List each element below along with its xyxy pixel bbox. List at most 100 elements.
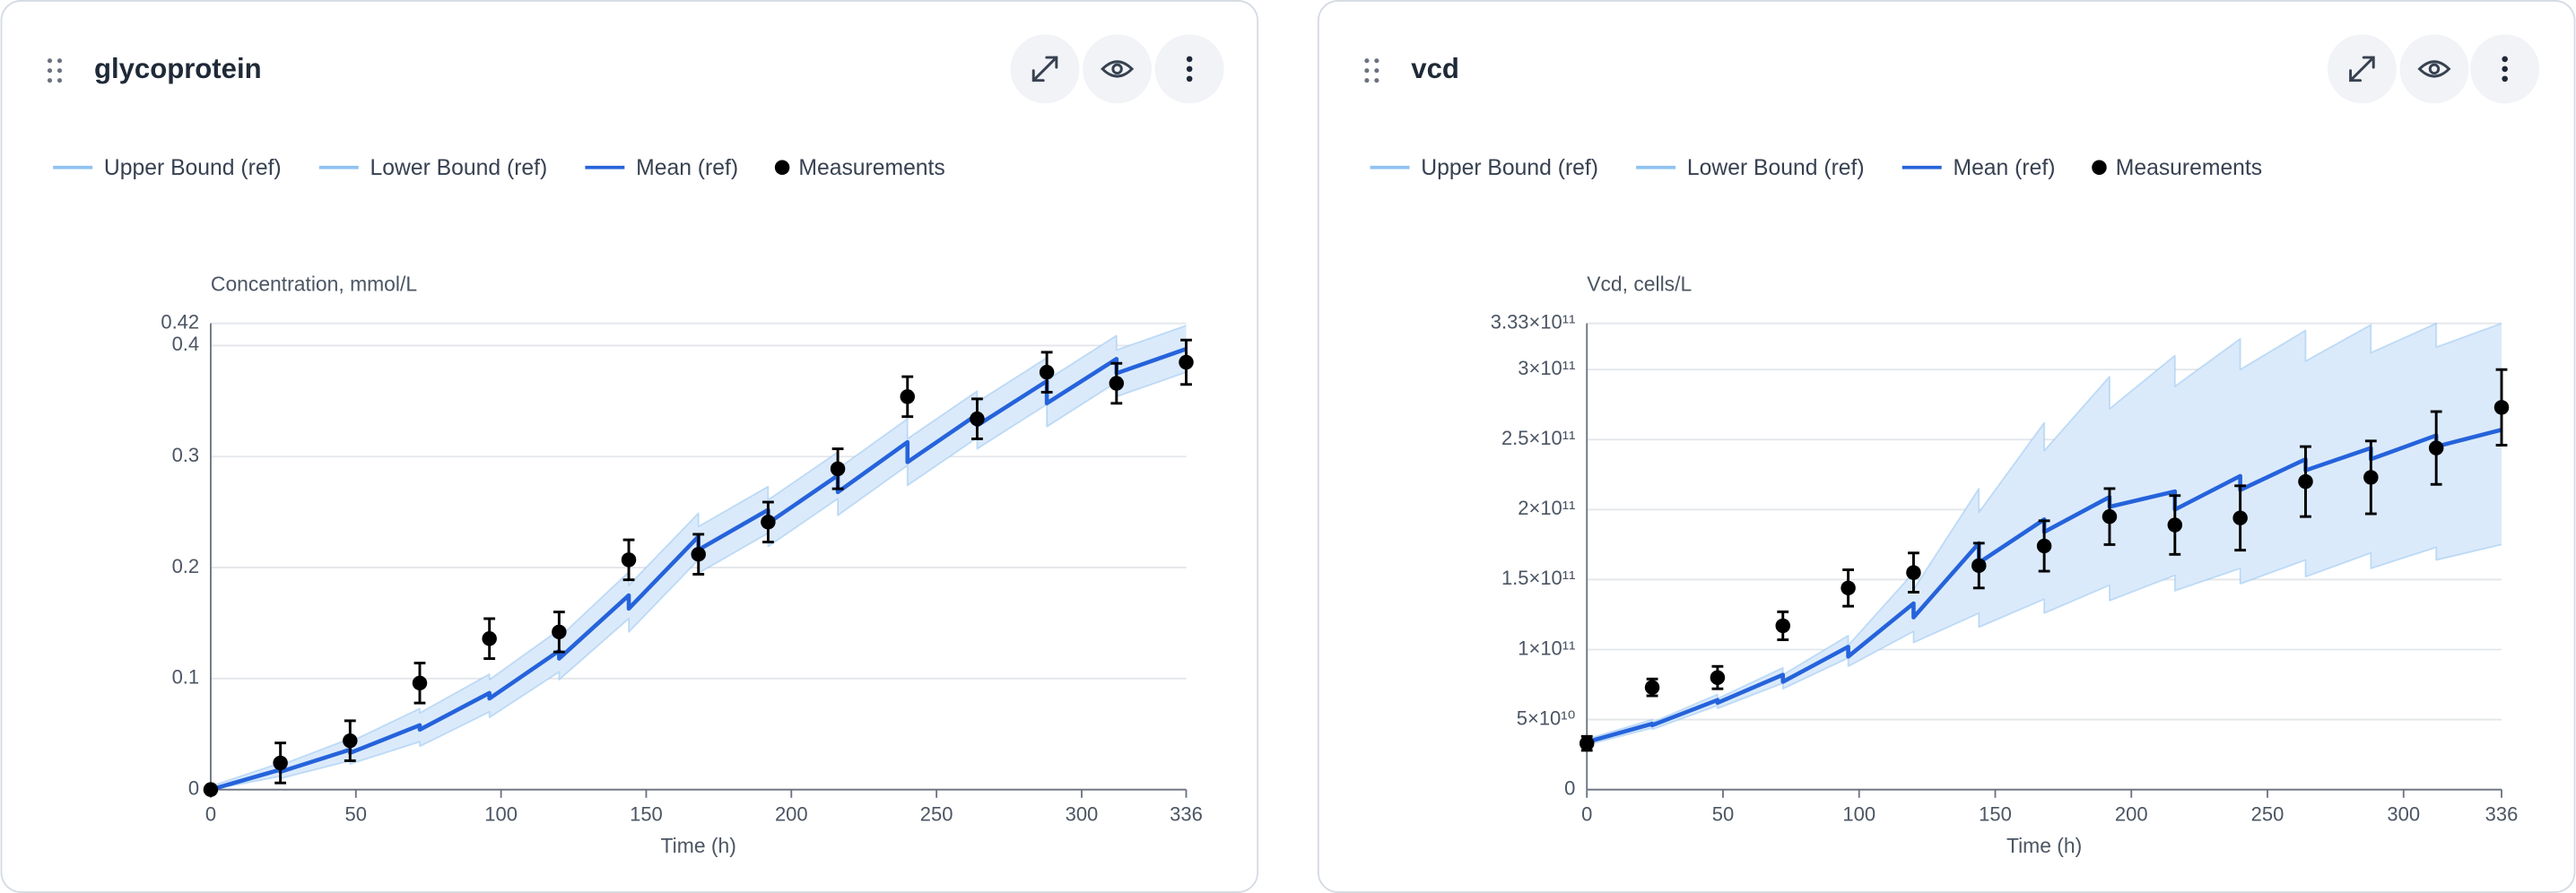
drag-handle[interactable] xyxy=(47,58,63,83)
handle-dot xyxy=(57,58,63,64)
legend-item[interactable]: Lower Bound (ref) xyxy=(1636,156,1865,180)
y-tick-label: 0.4 xyxy=(172,333,200,355)
legend-label: Lower Bound (ref) xyxy=(1687,156,1865,180)
x-tick-label: 336 xyxy=(2485,803,2519,826)
x-tick-label: 150 xyxy=(1979,803,2012,826)
y-axis-title: Concentration, mmol/L xyxy=(211,273,417,296)
legend-item[interactable]: Lower Bound (ref) xyxy=(318,156,548,180)
expand-icon xyxy=(2349,56,2375,82)
measurement-point xyxy=(1710,670,1726,685)
kebab-dot xyxy=(2502,56,2508,63)
measurement-point xyxy=(2036,538,2052,554)
handle-dot xyxy=(47,58,53,64)
measurement-point xyxy=(1039,364,1055,380)
y-tick-label: 0.42 xyxy=(161,310,199,333)
eye-icon xyxy=(1101,60,1135,78)
x-tick-label: 200 xyxy=(2115,803,2148,826)
measurement-point xyxy=(2493,400,2510,415)
y-axis-title: Vcd, cells/L xyxy=(1587,273,1692,296)
legend-item[interactable]: Mean (ref) xyxy=(585,156,738,180)
handle-dot xyxy=(1364,58,1370,64)
y-tick-label: 0 xyxy=(1564,776,1575,799)
legend-label: Lower Bound (ref) xyxy=(370,156,548,180)
measurement-point xyxy=(2102,508,2118,525)
expand-icon xyxy=(1031,56,1058,82)
x-tick-label: 150 xyxy=(630,803,663,826)
chart-card: vcd Upper Bound (ref) Lower Bound (ref) Mea… xyxy=(1317,0,2576,893)
legend-item[interactable]: Measurements xyxy=(774,156,945,180)
more-button[interactable] xyxy=(1154,34,1224,104)
card-title: glycoprotein xyxy=(94,53,262,84)
measurement-point xyxy=(1109,376,1125,391)
x-axis-title: Time (h) xyxy=(2006,834,2082,857)
measurement-point xyxy=(2232,510,2248,525)
measurement-point xyxy=(2298,473,2313,490)
y-tick-label: 1.5×10¹¹ xyxy=(1501,567,1575,589)
measurement-point xyxy=(1775,618,1790,634)
legend-label: Mean (ref) xyxy=(636,156,738,180)
x-tick-label: 100 xyxy=(484,803,518,826)
measurement-point xyxy=(1579,735,1595,751)
x-tick-label: 50 xyxy=(1712,803,1734,826)
x-tick-label: 100 xyxy=(1842,803,1875,826)
card-title: vcd xyxy=(1411,53,1459,84)
legend-item[interactable]: Upper Bound (ref) xyxy=(53,156,282,180)
card-background xyxy=(0,0,1259,893)
visibility-button[interactable] xyxy=(2399,34,2469,104)
legend-item[interactable]: Upper Bound (ref) xyxy=(1370,156,1598,180)
expand-button[interactable] xyxy=(2327,34,2397,104)
eye-icon xyxy=(2417,60,2451,78)
y-tick-label: 0.3 xyxy=(172,444,200,466)
expand-button[interactable] xyxy=(1010,34,1080,104)
handle-dot xyxy=(1374,58,1379,64)
bound-line xyxy=(1586,543,2502,746)
x-axis-title: Time (h) xyxy=(661,834,736,857)
handle-dot xyxy=(47,78,53,83)
measurement-point xyxy=(203,782,219,797)
button-background xyxy=(2399,34,2469,104)
kebab-dot xyxy=(1186,65,1193,73)
measurement-point xyxy=(970,411,985,427)
legend-label: Measurements xyxy=(798,156,944,180)
y-tick-label: 5×10¹⁰ xyxy=(1517,707,1576,729)
y-tick-label: 0 xyxy=(188,776,199,799)
measurement-point xyxy=(412,675,428,691)
legend-label: Upper Bound (ref) xyxy=(104,156,282,180)
y-tick-label: 0.1 xyxy=(172,666,200,689)
legend-swatch xyxy=(2092,160,2107,175)
measurement-point xyxy=(691,546,706,562)
handle-dot xyxy=(1374,68,1379,74)
handle-dot xyxy=(1364,68,1370,74)
bound-line xyxy=(1586,322,2502,741)
x-tick-label: 0 xyxy=(205,803,216,826)
y-tick-label: 3×10¹¹ xyxy=(1518,357,1575,379)
handle-dot xyxy=(47,68,53,74)
y-tick-label: 0.2 xyxy=(172,555,200,577)
measurement-point xyxy=(273,755,288,771)
handle-dot xyxy=(1374,78,1379,83)
measurement-point xyxy=(1906,565,1921,580)
x-tick-label: 336 xyxy=(1170,803,1203,826)
kebab-dot xyxy=(2502,65,2508,73)
legend-item[interactable]: Mean (ref) xyxy=(1902,156,2056,180)
kebab-dot xyxy=(1186,56,1193,63)
more-button[interactable] xyxy=(2470,34,2540,104)
x-tick-label: 200 xyxy=(775,803,808,826)
legend-label: Upper Bound (ref) xyxy=(1421,156,1598,180)
legend-label: Mean (ref) xyxy=(1954,156,2056,180)
kebab-dot xyxy=(2502,75,2508,82)
measurement-point xyxy=(2363,470,2379,485)
measurement-point xyxy=(552,624,567,640)
drag-handle[interactable] xyxy=(1364,58,1379,83)
bound-line xyxy=(210,325,1187,787)
measurement-point xyxy=(1841,580,1856,596)
y-tick-label: 2×10¹¹ xyxy=(1518,497,1575,519)
legend-item[interactable]: Measurements xyxy=(2092,156,2262,180)
legend-label: Measurements xyxy=(2116,156,2262,180)
visibility-button[interactable] xyxy=(1083,34,1153,104)
x-tick-label: 0 xyxy=(1581,803,1592,826)
legend-swatch xyxy=(774,160,790,175)
x-tick-label: 250 xyxy=(920,803,953,826)
